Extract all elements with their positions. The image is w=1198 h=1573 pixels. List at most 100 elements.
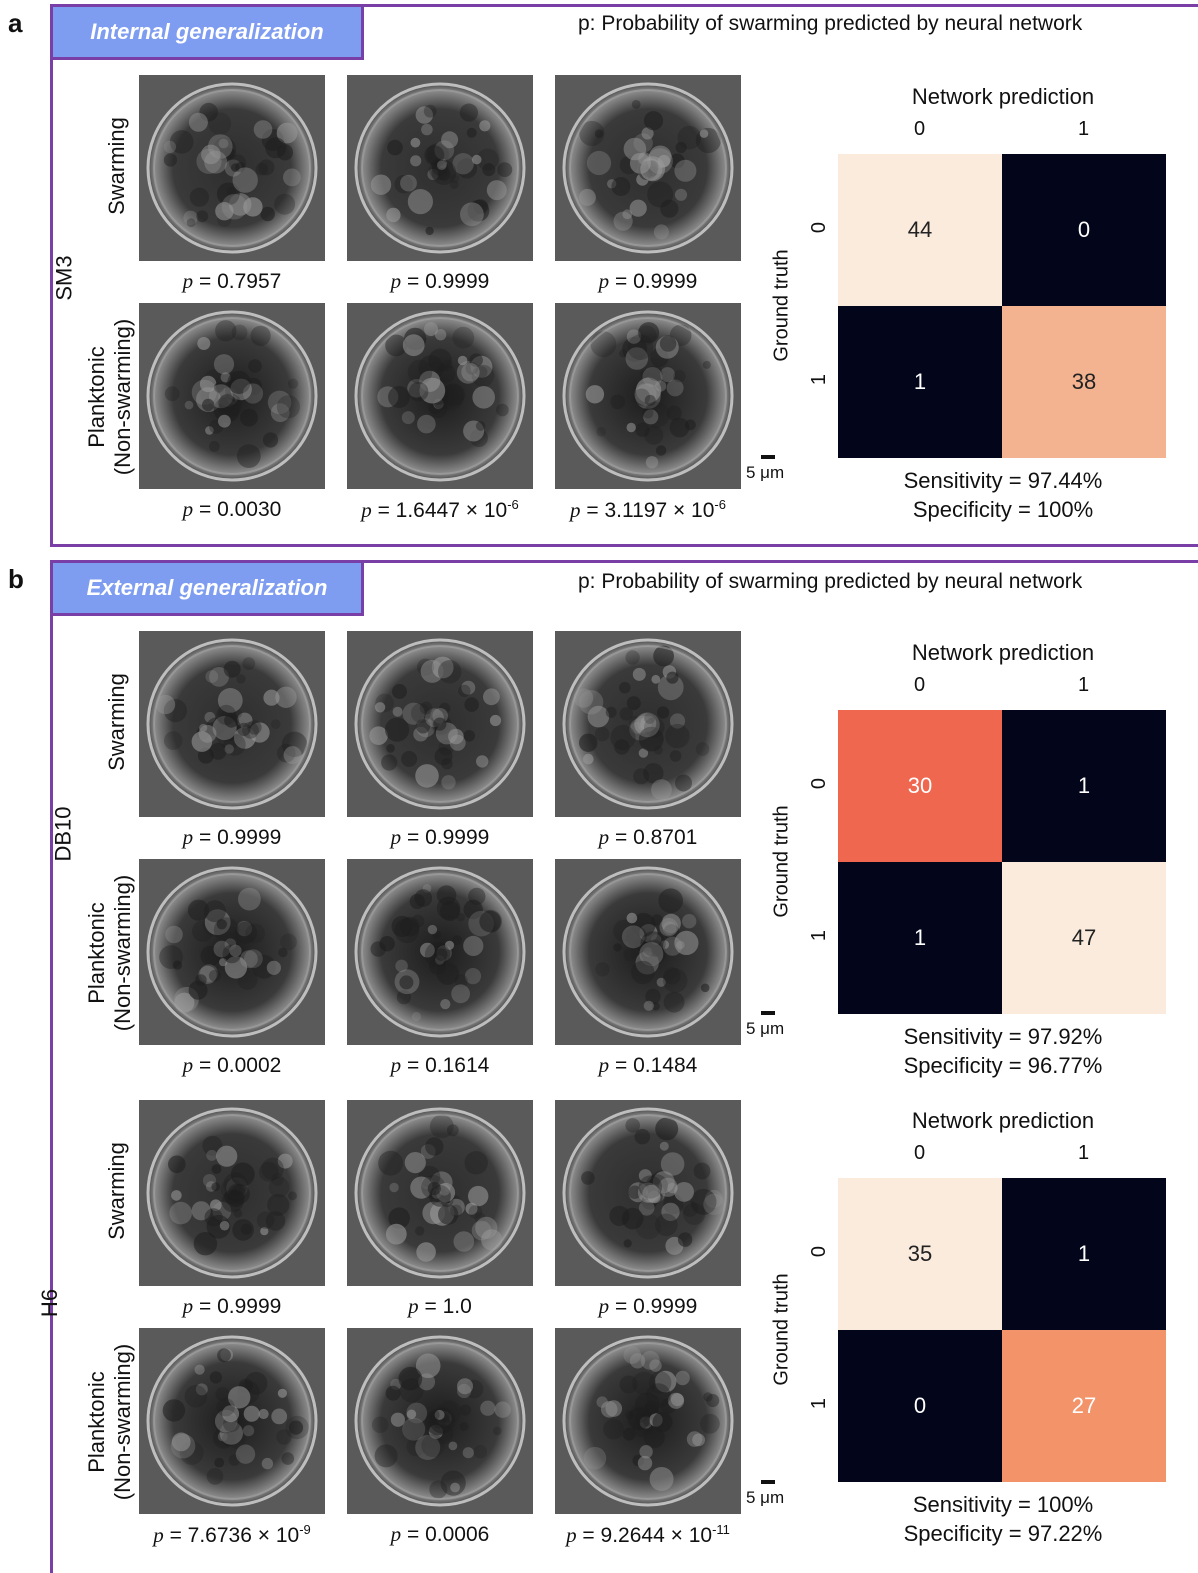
probability-caption: p = 0.7957 [182, 269, 282, 293]
column-label: 0 [914, 674, 926, 696]
panel-a-tag: Internal generalization [50, 4, 364, 60]
scale-bar-line [761, 1480, 775, 1484]
row-label: 0 [808, 777, 831, 790]
swarming-cell-image [139, 1100, 325, 1286]
sensitivity-label: Sensitivity = 97.44% [903, 468, 1103, 493]
planktonic-cell-image [139, 303, 325, 489]
probability-caption: p = 0.1484 [598, 1053, 698, 1077]
confusion-matrix-title: Network prediction [911, 84, 1095, 109]
row-label: 1 [808, 373, 831, 386]
swarming-cell-image [347, 631, 533, 817]
scale-bar-line [761, 455, 775, 459]
probability-caption: p = 7.6736 × 10-9 [153, 1522, 311, 1547]
matrix-cell: 0 [838, 1330, 1002, 1482]
probability-caption: p = 3.1197 × 10-6 [570, 497, 726, 522]
specificity-label: Specificity = 96.77% [903, 1053, 1103, 1078]
matrix-cell: 30 [838, 710, 1002, 862]
matrix-cell: 1 [1002, 710, 1166, 862]
planktonic-cell-image [139, 859, 325, 1045]
panel-letter-a: a [8, 8, 23, 38]
strain-label: H6 [37, 1288, 63, 1318]
scale-bar-label: 5 μm [746, 1488, 785, 1507]
row-label: 0 [808, 1245, 831, 1258]
probability-caption: p = 0.9999 [390, 825, 490, 849]
scale-bar-line [761, 1011, 775, 1015]
probability-caption: p = 0.0030 [182, 497, 282, 521]
matrix-cell: 0 [1002, 154, 1166, 306]
panel-a-frame [50, 4, 1198, 547]
panel-b-frame [50, 560, 1198, 1573]
row-label-swarming: Swarming [104, 117, 129, 215]
swarming-cell-image [555, 631, 741, 817]
scale-bar-label: 5 μm [746, 463, 785, 482]
panel-letter-b: b [8, 564, 24, 594]
panel-a-header-note: p: Probability of swarming predicted by … [578, 12, 1083, 35]
scale-bar: 5 μm [746, 1480, 785, 1508]
matrix-cell: 44 [838, 154, 1002, 306]
matrix-cell: 1 [838, 306, 1002, 458]
panel-b-header-note: p: Probability of swarming predicted by … [578, 570, 1083, 593]
scale-bar: 5 μm [746, 1011, 785, 1039]
confusion-matrix-title: Network prediction [911, 1108, 1095, 1133]
probability-caption: p = 0.9999 [598, 1294, 698, 1318]
scale-bar-label: 5 μm [746, 1019, 785, 1038]
matrix-cell: 47 [1002, 862, 1166, 1014]
swarming-cell-image [347, 75, 533, 261]
confusion-matrix-title: Network prediction [911, 640, 1095, 665]
ground-truth-label: Ground truth [770, 1273, 793, 1386]
row-label-planktonic: Planktonic (Non-swarming) [84, 318, 135, 476]
probability-caption: p = 1.0 [408, 1294, 472, 1318]
sensitivity-label: Sensitivity = 97.92% [903, 1024, 1103, 1049]
confusion-matrix: Network prediction 0 1 0 1 Ground truth 30 1 1 47… [771, 640, 1188, 1090]
specificity-label: Specificity = 97.22% [903, 1521, 1103, 1546]
column-label: 0 [914, 1142, 926, 1164]
scale-bar: 5 μm [746, 455, 785, 483]
planktonic-cell-image [347, 1328, 533, 1514]
probability-caption: p = 0.0002 [182, 1053, 282, 1077]
planktonic-cell-image [139, 1328, 325, 1514]
row-label: 1 [808, 929, 831, 942]
row-label: 0 [808, 221, 831, 234]
probability-caption: p = 0.9999 [598, 269, 698, 293]
confusion-matrix: Network prediction 0 1 0 1 Ground truth 35 1 0 27… [771, 1108, 1188, 1558]
planktonic-cell-image [347, 859, 533, 1045]
probability-caption: p = 0.9999 [390, 269, 490, 293]
panel-b-tag: External generalization [50, 560, 364, 616]
column-label: 1 [1078, 674, 1090, 696]
specificity-label: Specificity = 100% [912, 497, 1094, 522]
ground-truth-label: Ground truth [770, 805, 793, 918]
matrix-cell: 38 [1002, 306, 1166, 458]
row-label-planktonic: Planktonic (Non-swarming) [84, 1343, 135, 1501]
row-label-swarming: Swarming [104, 673, 129, 771]
planktonic-cell-image [555, 859, 741, 1045]
sensitivity-label: Sensitivity = 100% [912, 1492, 1094, 1517]
strain-label: SM3 [51, 255, 77, 301]
swarming-cell-image [347, 1100, 533, 1286]
probability-caption: p = 0.9999 [182, 1294, 282, 1318]
probability-caption: p = 1.6447 × 10-6 [361, 497, 519, 522]
probability-caption: p = 0.1614 [390, 1053, 490, 1077]
swarming-cell-image [139, 631, 325, 817]
swarming-cell-image [555, 1100, 741, 1286]
ground-truth-label: Ground truth [770, 249, 793, 362]
swarming-cell-image [139, 75, 325, 261]
column-label: 1 [1078, 118, 1090, 140]
matrix-cell: 27 [1002, 1330, 1166, 1482]
probability-caption: p = 0.9999 [182, 825, 282, 849]
matrix-cell: 1 [838, 862, 1002, 1014]
column-label: 0 [914, 118, 926, 140]
planktonic-cell-image [347, 303, 533, 489]
row-label-planktonic: Planktonic (Non-swarming) [84, 874, 135, 1032]
planktonic-cell-image [555, 303, 741, 489]
row-label: 1 [808, 1397, 831, 1410]
row-label-swarming: Swarming [104, 1142, 129, 1240]
matrix-cell: 1 [1002, 1178, 1166, 1330]
probability-caption: p = 0.8701 [598, 825, 698, 849]
planktonic-cell-image [555, 1328, 741, 1514]
column-label: 1 [1078, 1142, 1090, 1164]
strain-label: DB10 [50, 806, 76, 862]
probability-caption: p = 9.2644 × 10-11 [566, 1522, 730, 1547]
confusion-matrix: Network prediction 0 1 0 1 Ground truth 44 0 1 38… [771, 84, 1188, 534]
matrix-cell: 35 [838, 1178, 1002, 1330]
swarming-cell-image [555, 75, 741, 261]
